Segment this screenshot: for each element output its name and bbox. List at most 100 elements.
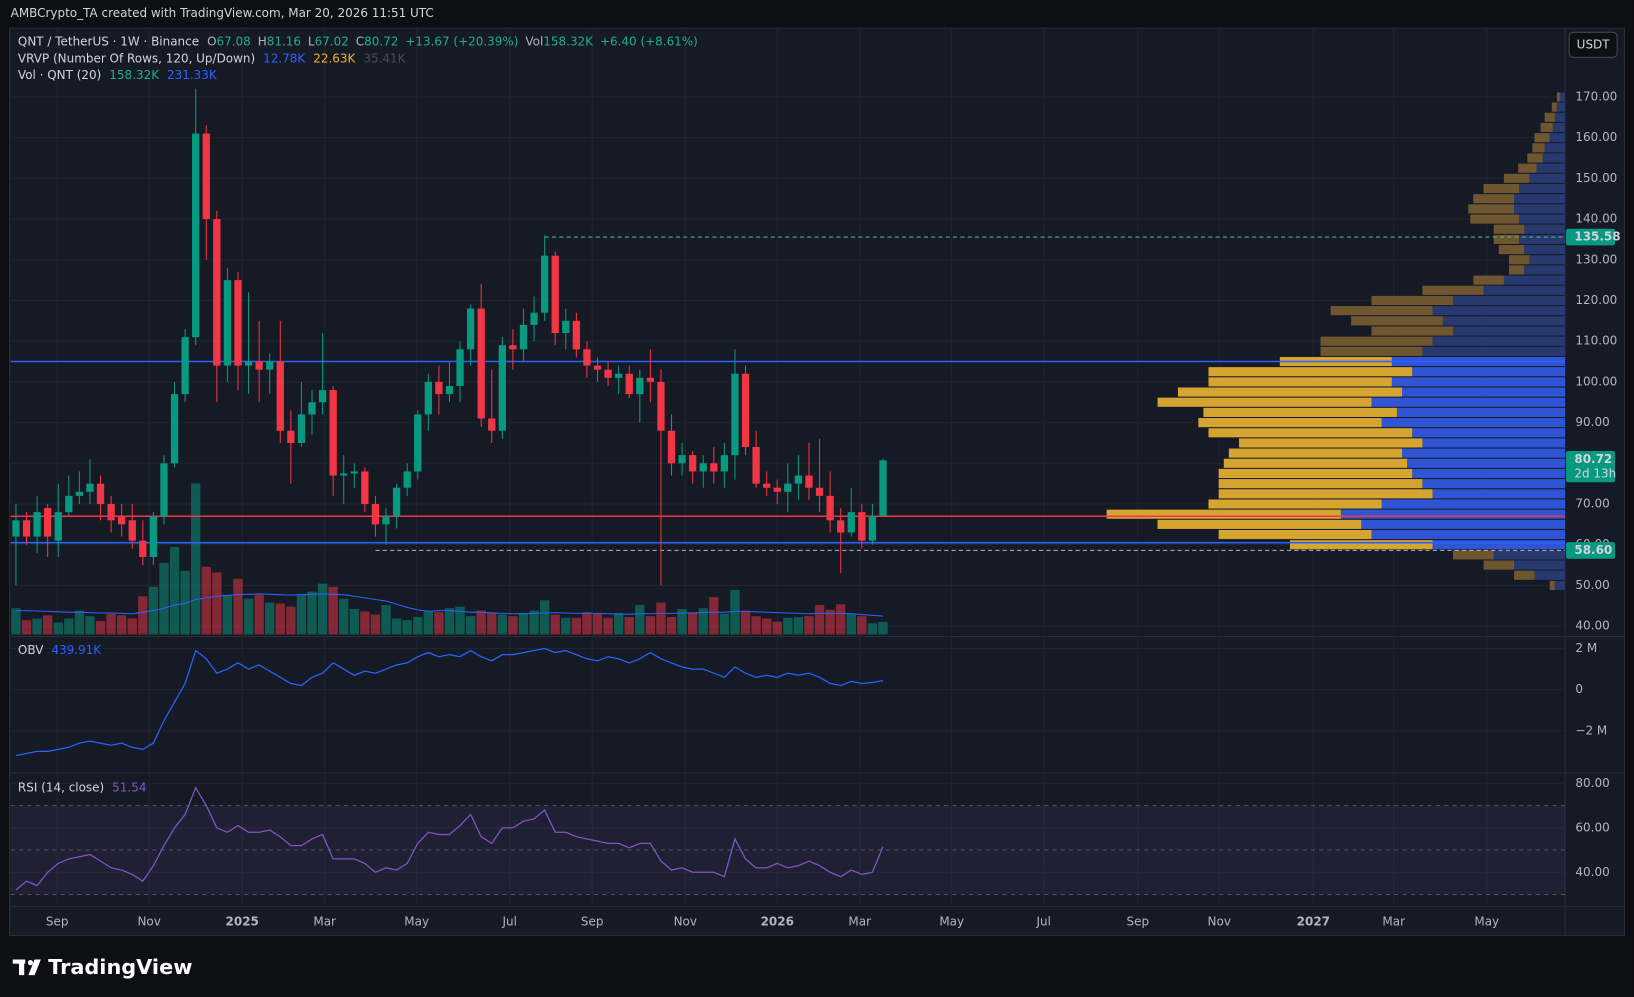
volume-bar	[613, 612, 624, 635]
profile-up	[1519, 183, 1566, 194]
candle-body	[424, 381, 432, 415]
volume-bar	[243, 598, 254, 635]
profile-down	[1498, 245, 1525, 255]
candle-body	[12, 520, 20, 537]
y-tick-label: 160.00	[1575, 130, 1617, 144]
vol-change: +6.40 (+8.61%)	[600, 34, 698, 48]
obv-legend: OBV 439.91K	[18, 643, 102, 657]
candle-body	[667, 430, 676, 464]
profile-down	[1508, 265, 1525, 275]
volume-profile	[1106, 92, 1566, 590]
volume-bar	[550, 614, 560, 635]
volume-bar	[677, 609, 687, 635]
candle-body	[540, 255, 549, 313]
y-tick-label: 70.00	[1575, 497, 1609, 511]
volume-bar	[508, 616, 518, 635]
volume-bar	[265, 602, 275, 635]
candle-body	[244, 361, 253, 366]
volume-bar	[275, 603, 285, 635]
candle-body	[96, 483, 105, 505]
vrvp-up: 12.78K	[263, 51, 306, 65]
candle-body	[636, 377, 644, 395]
volume-bar	[814, 605, 825, 635]
profile-down	[1503, 173, 1530, 183]
y-tick-label: 80.00	[1575, 776, 1609, 790]
x-tick-label: Jul	[502, 914, 517, 928]
currency-button[interactable]	[1568, 31, 1618, 58]
volume-bar	[169, 546, 180, 635]
x-tick-label: Mar	[848, 914, 871, 928]
candle-body	[477, 308, 485, 419]
volume-bar	[106, 613, 116, 635]
profile-down	[1483, 183, 1520, 194]
logo-icon	[28, 959, 41, 976]
logo-text: TradingView	[48, 955, 192, 979]
volume-bar	[603, 617, 613, 635]
candle-body	[329, 390, 337, 476]
x-tick-label: 2025	[226, 914, 259, 928]
profile-down	[1556, 92, 1560, 102]
volume-bar	[74, 610, 85, 635]
profile-down	[1551, 102, 1557, 112]
volume-bar	[476, 610, 486, 635]
volume-bar	[772, 621, 782, 635]
volume-bar	[793, 616, 804, 635]
profile-up	[1432, 489, 1566, 499]
candle-body	[646, 377, 655, 382]
obv-title: OBV	[18, 643, 44, 657]
candle-body	[318, 390, 327, 403]
y-tick-label: 120.00	[1575, 293, 1617, 307]
candle-body	[403, 471, 411, 488]
candle-body	[773, 487, 781, 492]
profile-down	[1330, 306, 1433, 316]
volume-bar	[592, 613, 603, 635]
change: +13.67 (+20.39%)	[405, 34, 518, 48]
currency-button-label[interactable]: USDT	[1577, 37, 1611, 51]
volume-bar	[857, 616, 867, 635]
candle-body	[361, 471, 369, 505]
volume-bar	[370, 614, 381, 635]
vrvp-down: 22.63K	[313, 51, 356, 65]
y-tick-label: 110.00	[1575, 334, 1617, 348]
profile-up	[1371, 529, 1566, 540]
y-tick-label: 90.00	[1575, 415, 1609, 429]
o-value: 67.08	[216, 34, 250, 48]
candle-body	[266, 361, 274, 370]
candle-body	[202, 133, 210, 220]
h-value: 81.16	[267, 34, 301, 48]
volume-bar	[201, 566, 211, 635]
volume-bar	[687, 612, 698, 635]
candle-body	[234, 280, 242, 366]
candle-body	[392, 487, 401, 517]
profile-down	[1208, 367, 1413, 377]
last-price-label: 80.72	[1574, 452, 1612, 466]
profile-down	[1106, 509, 1341, 519]
x-tick-label: May	[404, 914, 429, 928]
x-tick-label: 2026	[761, 914, 794, 928]
logo: TradingView	[12, 955, 192, 979]
vrvp-name: VRVP (Number Of Rows, 120, Up/Down)	[18, 51, 255, 65]
volume-bar	[539, 600, 550, 635]
profile-down	[1452, 550, 1494, 560]
obv-value: 439.91K	[51, 643, 102, 657]
profile-up	[1422, 346, 1566, 356]
volume-bar	[32, 618, 42, 635]
candle-body	[118, 516, 126, 525]
volume-bar	[878, 621, 888, 635]
volume-bar	[381, 605, 391, 635]
candle-body	[139, 540, 147, 557]
candle-body	[805, 475, 813, 488]
profile-up	[1381, 499, 1566, 509]
x-tick-label: May	[939, 914, 964, 928]
volume-bar	[825, 609, 835, 635]
l-label: L	[308, 34, 315, 48]
profile-down	[1218, 479, 1423, 489]
indicator-line	[15, 786, 884, 891]
profile-down	[1371, 295, 1453, 306]
candle-body	[350, 471, 358, 474]
candle-body	[371, 504, 380, 525]
volume-value: 158.32K	[109, 68, 160, 82]
legend-vrvp: VRVP (Number Of Rows, 120, Up/Down) 12.7…	[18, 51, 407, 65]
volume-bar	[212, 572, 222, 635]
h-label: H	[258, 34, 267, 48]
